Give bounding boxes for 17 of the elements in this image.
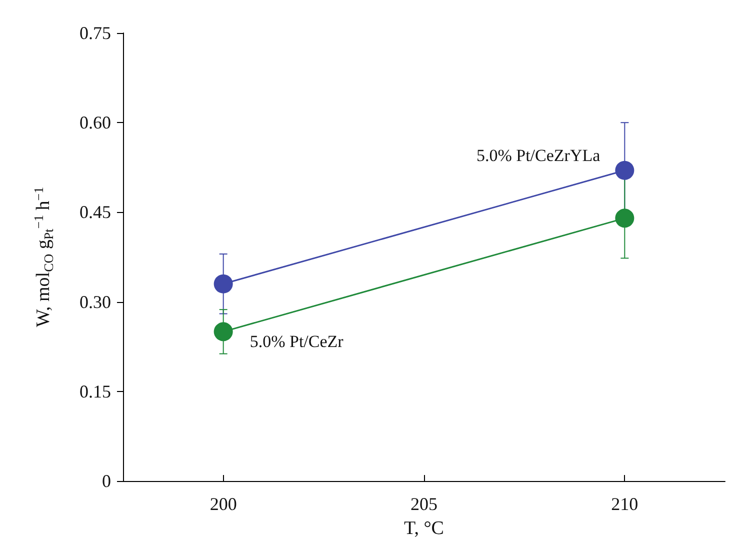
point <box>615 160 634 180</box>
point <box>214 322 233 342</box>
y-tick-label: 0.60 <box>80 112 111 133</box>
x-tick-label: 200 <box>210 494 237 514</box>
y-tick-label: 0.15 <box>80 381 111 402</box>
y-tick-label: 0.45 <box>80 202 111 222</box>
x-tick-label: 210 <box>611 494 638 514</box>
y-tick-label: 0.75 <box>80 23 111 43</box>
point <box>214 274 233 294</box>
y-tick-label: 0 <box>102 471 111 491</box>
y-axis-title: W, molCO gPt−1 h−1 <box>31 186 56 328</box>
x-tick-label: 205 <box>410 494 438 514</box>
x-axis-title: T, °C <box>404 518 444 539</box>
point <box>615 208 634 228</box>
series-label: 5.0% Pt/CeZr <box>250 332 344 352</box>
series-label: 5.0% Pt/CeZrYLa <box>476 146 601 165</box>
y-tick-label: 0.30 <box>80 292 111 312</box>
